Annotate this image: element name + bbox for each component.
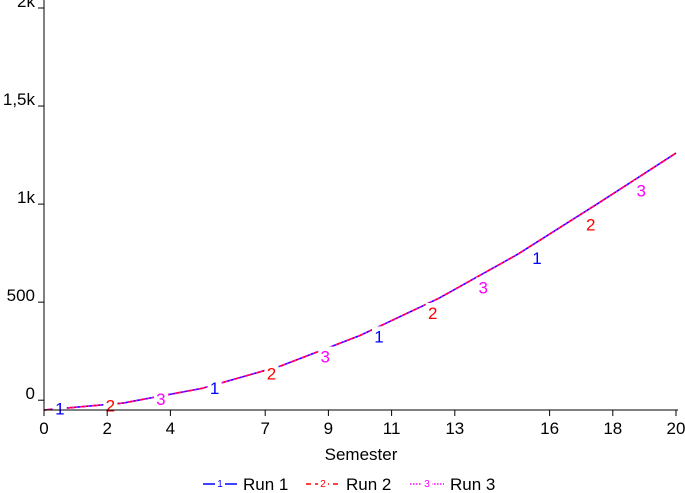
x-tick-label: 4 <box>166 419 175 438</box>
marker-bg <box>425 302 440 321</box>
x-tick-label: 2 <box>102 419 111 438</box>
x-tick-label: 0 <box>39 419 48 438</box>
run-1-line <box>43 152 677 411</box>
marker-run-2: 2 <box>586 216 595 235</box>
legend: 1 Run 1 2 Run 2 3 Run 3 <box>203 475 495 493</box>
marker-bg <box>207 377 222 396</box>
marker-bg <box>318 346 333 365</box>
marker-run-2: 2 <box>106 397 115 416</box>
x-tick-label: 7 <box>260 419 269 438</box>
marker-bg <box>634 180 649 199</box>
marker-run-2: 2 <box>428 304 437 323</box>
x-tick-label: 13 <box>445 419 464 438</box>
legend-marker-1: 1 <box>217 479 223 490</box>
run-2-line <box>43 152 677 411</box>
marker-bg <box>52 398 67 417</box>
marker-bg <box>103 395 118 414</box>
marker-bg <box>583 214 598 233</box>
legend-marker-bg <box>215 477 225 488</box>
x-tick-label: 16 <box>540 419 559 438</box>
marker-bg <box>371 326 386 345</box>
legend-marker-2: 2 <box>320 479 326 490</box>
y-tick-label: 500 <box>7 286 35 305</box>
series-markers: 1 2 3 1 2 3 1 2 3 1 2 3 <box>52 180 649 419</box>
marker-run-1: 1 <box>532 249 541 268</box>
x-tick-label: 9 <box>324 419 333 438</box>
x-tick-label: 18 <box>603 419 622 438</box>
marker-run-1: 1 <box>210 379 219 398</box>
legend-marker-bg <box>422 477 432 488</box>
marker-run-2: 2 <box>267 365 276 384</box>
run-3-line <box>43 152 677 411</box>
marker-run-1: 1 <box>374 327 383 346</box>
marker-run-1: 1 <box>55 400 64 419</box>
x-axis-title: Semester <box>325 445 398 464</box>
y-tick-label: 1,5k <box>3 90 36 109</box>
x-tick-label: 20 <box>667 419 685 438</box>
curve-layer <box>43 152 677 411</box>
marker-run-3: 3 <box>321 347 330 366</box>
marker-run-3: 3 <box>156 390 165 409</box>
legend-marker-bg <box>318 477 328 488</box>
marker-bg <box>476 277 491 296</box>
x-axis-ticks: 0 2 4 7 9 11 13 16 18 20 <box>39 410 685 438</box>
y-tick-label: 1k <box>17 188 35 207</box>
x-tick-label: 11 <box>383 419 401 438</box>
legend-label-3: Run 3 <box>450 475 495 493</box>
y-tick-label: 0 <box>26 384 35 403</box>
legend-label-2: Run 2 <box>346 475 391 493</box>
marker-bg <box>529 248 544 267</box>
legend-marker-3: 3 <box>424 479 430 490</box>
y-axis-ticks: 0 500 1k 1,5k 2k <box>3 0 44 403</box>
y-tick-label: 2k <box>17 0 35 11</box>
marker-bg <box>264 363 279 382</box>
marker-run-3: 3 <box>637 181 646 200</box>
legend-label-1: Run 1 <box>243 475 288 493</box>
marker-run-3: 3 <box>479 278 488 297</box>
marker-bg <box>153 388 168 407</box>
